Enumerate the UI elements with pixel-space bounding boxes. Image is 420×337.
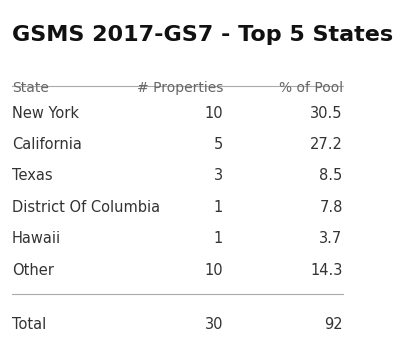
Text: 27.2: 27.2 [310, 137, 343, 152]
Text: Texas: Texas [12, 168, 52, 183]
Text: 10: 10 [205, 105, 223, 121]
Text: 3: 3 [214, 168, 223, 183]
Text: 3.7: 3.7 [320, 232, 343, 246]
Text: State: State [12, 81, 49, 95]
Text: California: California [12, 137, 82, 152]
Text: Other: Other [12, 263, 54, 278]
Text: 92: 92 [324, 317, 343, 332]
Text: 7.8: 7.8 [319, 200, 343, 215]
Text: % of Pool: % of Pool [278, 81, 343, 95]
Text: 30.5: 30.5 [310, 105, 343, 121]
Text: # Properties: # Properties [136, 81, 223, 95]
Text: 30: 30 [205, 317, 223, 332]
Text: 1: 1 [214, 232, 223, 246]
Text: 14.3: 14.3 [310, 263, 343, 278]
Text: New York: New York [12, 105, 79, 121]
Text: 10: 10 [205, 263, 223, 278]
Text: 1: 1 [214, 200, 223, 215]
Text: 5: 5 [214, 137, 223, 152]
Text: 8.5: 8.5 [320, 168, 343, 183]
Text: Hawaii: Hawaii [12, 232, 61, 246]
Text: GSMS 2017-GS7 - Top 5 States: GSMS 2017-GS7 - Top 5 States [12, 25, 393, 44]
Text: Total: Total [12, 317, 46, 332]
Text: District Of Columbia: District Of Columbia [12, 200, 160, 215]
